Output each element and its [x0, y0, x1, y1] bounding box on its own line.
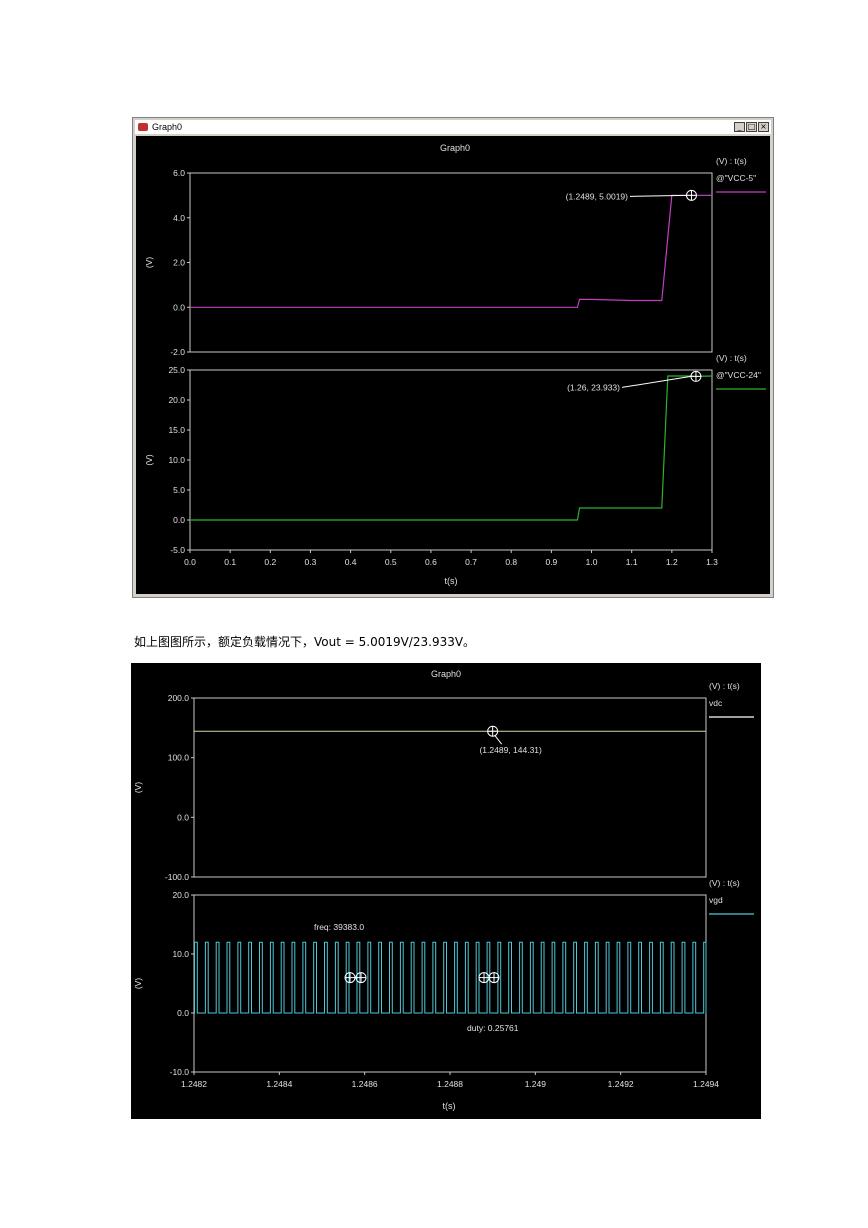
y-tick-label: 2.0: [173, 258, 185, 268]
x-tick-label: 0.3: [305, 557, 317, 567]
y-tick-label: 0.0: [177, 812, 189, 822]
legend-entry: @"VCC-24": [716, 370, 761, 380]
x-tick-label: 1.0: [586, 557, 598, 567]
y-tick-label: -5.0: [170, 545, 185, 555]
unit-label: (V) : t(s): [716, 156, 747, 166]
close-button[interactable]: ×: [758, 122, 769, 132]
graph-panel-2: Graph0 200.0 100.0 0.0 -100.0 (V) (V) : t(s) v…: [131, 663, 761, 1119]
graph-chart-2: Graph0 200.0 100.0 0.0 -100.0 (V) (V) : t(s) v…: [133, 669, 754, 1111]
annotation-leader: [621, 375, 692, 388]
y-tick-label: 0.0: [177, 1008, 189, 1018]
x-axis-label: t(s): [443, 1101, 456, 1111]
unit-label: (V) : t(s): [709, 878, 740, 888]
maximize-button[interactable]: □: [746, 122, 757, 132]
annotation-leader: [629, 194, 687, 197]
plot-frame: [193, 697, 707, 878]
app-icon: [138, 123, 148, 131]
y-tick-label: 10.0: [168, 455, 185, 465]
legend-entry: @"VCC-5": [716, 173, 756, 183]
y-tick-label: 20.0: [172, 890, 189, 900]
chart-title: Graph0: [431, 669, 461, 679]
x-tick-label: 1.2482: [181, 1079, 207, 1089]
y-axis-label: (V): [133, 978, 143, 990]
y-tick-label: -10.0: [170, 1067, 190, 1077]
data-annotation: (1.2489, 144.31): [479, 745, 542, 755]
cursor-marker: [355, 972, 367, 984]
unit-label: (V) : t(s): [716, 353, 747, 363]
graph-client-area: Graph0 6.0 4.0 2.0 0.0 -2.0 (V) (V) : t(s) @"VC…: [136, 136, 770, 594]
y-tick-label: 10.0: [172, 949, 189, 959]
freq-label: freq: 39383.0: [314, 922, 364, 932]
series-line: [190, 375, 713, 521]
x-tick-label: 1.249: [525, 1079, 547, 1089]
cursor-marker: [488, 972, 500, 984]
legend-entry: vgd: [709, 895, 723, 905]
x-tick-label: 1.2: [666, 557, 678, 567]
plot-frame: [189, 369, 713, 551]
y-tick-label: -100.0: [165, 872, 189, 882]
data-marker: [487, 725, 499, 737]
chart-title: Graph0: [440, 143, 470, 153]
y-axis-label: (V): [144, 257, 154, 269]
annotation-leader: [494, 734, 503, 745]
y-tick-label: 6.0: [173, 168, 185, 178]
y-tick-label: 20.0: [168, 395, 185, 405]
y-tick-label: 4.0: [173, 213, 185, 223]
graph-chart-1: Graph0 6.0 4.0 2.0 0.0 -2.0 (V) (V) : t(s) @"VC…: [144, 143, 766, 586]
cursor-marker: [344, 972, 356, 984]
series-line: [190, 194, 713, 308]
x-tick-label: 1.2486: [352, 1079, 378, 1089]
y-tick-label: 0.0: [173, 302, 185, 312]
y-axis-label: (V): [133, 782, 143, 794]
data-marker: [685, 189, 697, 201]
x-tick-label: 0.8: [505, 557, 517, 567]
y-tick-label: 15.0: [168, 425, 185, 435]
x-axis-label: t(s): [445, 576, 458, 586]
window-titlebar[interactable]: Graph0 _ □ ×: [135, 120, 771, 134]
x-tick-label: 0.2: [264, 557, 276, 567]
y-tick-label: 0.0: [173, 515, 185, 525]
x-tick-label: 0.0: [184, 557, 196, 567]
y-tick-label: 5.0: [173, 485, 185, 495]
y-tick-label: 25.0: [168, 365, 185, 375]
x-tick-label: 1.2492: [608, 1079, 634, 1089]
data-annotation: (1.26, 23.933): [567, 382, 620, 392]
x-tick-label: 1.2488: [437, 1079, 463, 1089]
window-title: Graph0: [152, 122, 183, 132]
unit-label: (V) : t(s): [709, 681, 740, 691]
graph-window: Graph0 _ □ × Graph0 6.0 4.0 2.0 0.0 -2.0 (V) (…: [132, 117, 774, 598]
x-tick-label: 0.4: [345, 557, 357, 567]
x-tick-label: 1.3: [706, 557, 718, 567]
minimize-button[interactable]: _: [734, 122, 745, 132]
x-tick-label: 0.9: [545, 557, 557, 567]
series-line: [194, 941, 707, 1014]
y-tick-label: 200.0: [168, 693, 190, 703]
caption-text: 如上图图所示，额定负载情况下，Vout = 5.0019V/23.933V。: [134, 635, 476, 649]
data-annotation: (1.2489, 5.0019): [566, 191, 629, 201]
y-tick-label: 100.0: [168, 753, 190, 763]
x-tick-label: 0.5: [385, 557, 397, 567]
cursor-marker: [478, 972, 490, 984]
plot-frame: [189, 172, 713, 353]
duty-label: duty: 0.25761: [467, 1023, 519, 1033]
y-tick-label: -2.0: [170, 347, 185, 357]
x-tick-label: 1.2484: [266, 1079, 292, 1089]
y-axis-label: (V): [144, 454, 154, 466]
x-tick-label: 0.1: [224, 557, 236, 567]
x-tick-label: 1.1: [626, 557, 638, 567]
x-tick-label: 0.7: [465, 557, 477, 567]
data-marker: [690, 370, 702, 382]
legend-entry: vdc: [709, 698, 723, 708]
x-tick-label: 0.6: [425, 557, 437, 567]
x-tick-label: 1.2494: [693, 1079, 719, 1089]
